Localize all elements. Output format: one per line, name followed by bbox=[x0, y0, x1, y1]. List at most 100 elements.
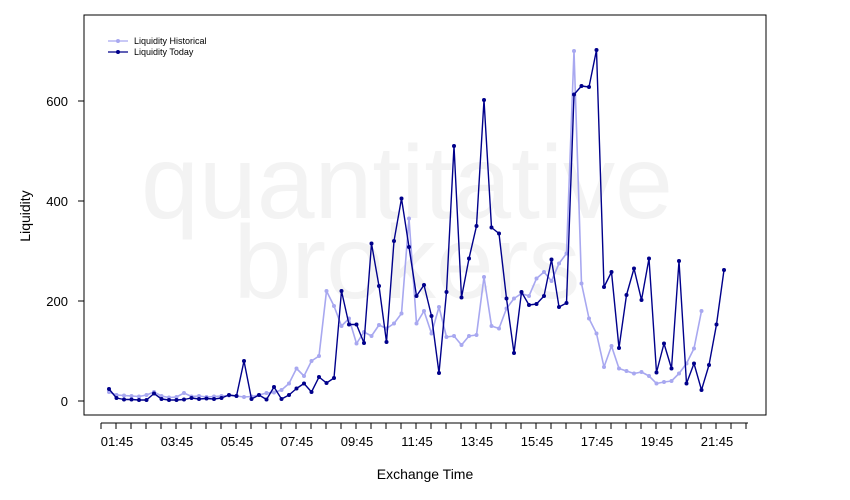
data-point bbox=[114, 396, 119, 400]
data-point bbox=[279, 388, 284, 392]
data-point bbox=[317, 375, 321, 379]
data-point bbox=[249, 397, 254, 401]
data-point bbox=[617, 346, 621, 350]
data-point bbox=[707, 363, 711, 367]
data-point bbox=[602, 285, 606, 289]
data-point bbox=[287, 381, 291, 386]
data-point bbox=[399, 311, 404, 316]
data-point bbox=[632, 266, 636, 271]
data-point bbox=[474, 224, 479, 228]
data-point bbox=[677, 371, 681, 376]
data-point bbox=[354, 322, 359, 327]
data-point bbox=[534, 302, 539, 306]
data-point bbox=[572, 92, 576, 97]
data-point bbox=[587, 316, 591, 321]
data-point bbox=[257, 393, 261, 397]
data-point bbox=[609, 344, 614, 348]
data-point bbox=[692, 361, 696, 366]
data-point bbox=[594, 48, 599, 52]
data-point bbox=[542, 270, 546, 274]
data-point bbox=[347, 322, 351, 327]
data-point bbox=[504, 296, 509, 301]
data-point bbox=[722, 268, 726, 272]
data-point bbox=[579, 84, 584, 88]
data-point bbox=[272, 390, 276, 395]
data-point bbox=[122, 397, 126, 402]
data-point bbox=[662, 341, 666, 346]
data-point bbox=[609, 270, 614, 274]
x-tick-label: 05:45 bbox=[221, 434, 254, 449]
data-point bbox=[422, 309, 426, 313]
data-point bbox=[392, 239, 396, 243]
data-point bbox=[174, 398, 179, 402]
data-point bbox=[534, 276, 539, 281]
data-point bbox=[414, 321, 419, 326]
legend-label: Liquidity Today bbox=[134, 47, 194, 57]
data-point bbox=[242, 395, 246, 399]
data-point bbox=[264, 391, 269, 395]
series-historical bbox=[107, 49, 704, 400]
data-point bbox=[497, 326, 501, 331]
data-point bbox=[197, 397, 201, 401]
data-point bbox=[692, 346, 696, 351]
x-tick-label: 09:45 bbox=[341, 434, 374, 449]
data-point bbox=[512, 351, 516, 355]
data-point bbox=[407, 245, 411, 249]
data-point bbox=[602, 365, 606, 369]
data-point bbox=[272, 385, 276, 389]
data-point bbox=[549, 279, 554, 283]
data-point bbox=[227, 393, 231, 397]
data-point bbox=[309, 390, 314, 394]
data-point bbox=[129, 394, 134, 398]
data-point bbox=[429, 331, 434, 336]
data-point bbox=[654, 370, 659, 375]
y-axis: 0 200 400 600 bbox=[46, 94, 84, 409]
data-point bbox=[669, 366, 674, 371]
data-point bbox=[212, 397, 216, 401]
x-tick-label: 11:45 bbox=[401, 434, 433, 449]
data-point bbox=[512, 296, 516, 301]
series-layer bbox=[107, 48, 726, 402]
data-point bbox=[624, 293, 629, 297]
x-axis: 01:45 03:45 05:45 07:45 09:45 11:45 13:45 15:45… bbox=[100, 422, 748, 449]
data-point bbox=[639, 370, 644, 374]
plot-frame bbox=[83, 14, 767, 416]
data-point bbox=[324, 289, 329, 293]
data-point bbox=[159, 397, 164, 401]
data-point bbox=[617, 366, 621, 371]
data-point bbox=[107, 387, 111, 391]
data-point bbox=[377, 284, 381, 288]
data-point bbox=[482, 98, 486, 102]
data-point bbox=[392, 321, 396, 326]
data-point bbox=[557, 261, 561, 266]
y-axis-title: Liquidity bbox=[17, 190, 33, 241]
data-point bbox=[204, 396, 209, 401]
data-point bbox=[137, 394, 141, 399]
data-point bbox=[377, 323, 381, 327]
data-point bbox=[564, 251, 569, 256]
legend-swatch-point bbox=[116, 39, 120, 43]
y-tick-label: 200 bbox=[46, 294, 68, 309]
data-point bbox=[459, 295, 464, 300]
data-point bbox=[579, 281, 584, 286]
data-point bbox=[699, 388, 704, 392]
data-point bbox=[317, 354, 321, 358]
x-tick-label: 17:45 bbox=[581, 434, 614, 449]
data-point bbox=[647, 374, 651, 378]
watermark-line-1: quantitative bbox=[141, 125, 673, 241]
x-axis-title: Exchange Time bbox=[377, 466, 474, 482]
data-point bbox=[414, 294, 419, 298]
data-point bbox=[339, 289, 344, 293]
data-point bbox=[564, 301, 569, 305]
data-point bbox=[594, 331, 599, 336]
data-point bbox=[684, 381, 689, 386]
data-point bbox=[137, 398, 141, 402]
data-point bbox=[699, 309, 704, 313]
legend-label: Liquidity Historical bbox=[134, 36, 207, 46]
data-point bbox=[482, 275, 486, 279]
data-point bbox=[339, 324, 344, 328]
data-point bbox=[662, 380, 666, 384]
data-point bbox=[182, 391, 186, 395]
x-tick-label: 21:45 bbox=[701, 434, 734, 449]
data-point bbox=[437, 305, 441, 309]
